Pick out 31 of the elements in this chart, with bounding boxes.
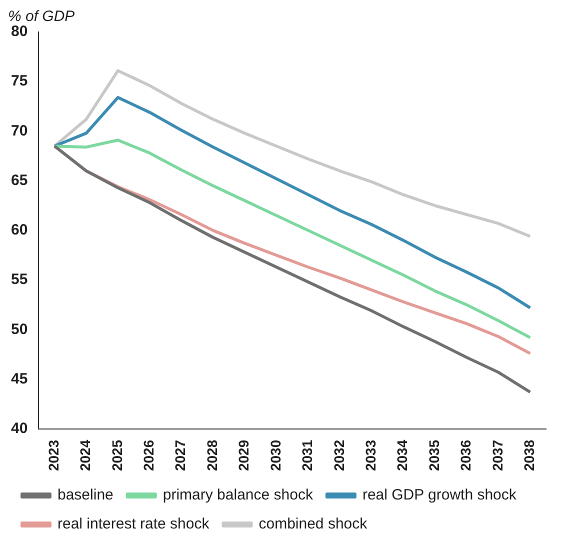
x-tick-label: 2036	[458, 440, 474, 472]
y-tick-label: 75	[10, 72, 28, 90]
x-tick-label: 2027	[172, 440, 188, 472]
legend-label: primary balance shock	[162, 486, 314, 504]
x-tick-label: 2031	[299, 440, 316, 472]
x-tick-label: 2029	[236, 440, 252, 472]
x-tick-label: 2037	[489, 440, 506, 472]
x-tick-label: 2024	[77, 440, 94, 472]
x-tick-label: 2028	[204, 440, 220, 472]
x-tick-label: 2035	[426, 440, 442, 472]
x-tick-label: 2026	[140, 440, 157, 472]
legend-label: baseline	[58, 486, 114, 504]
x-tick-label: 2034	[394, 440, 410, 472]
legend-label: real interest rate shock	[58, 516, 210, 533]
x-tick-label: 2025	[108, 440, 125, 472]
y-tick-label: 80	[10, 23, 28, 40]
y-tick-label: 55	[10, 271, 28, 288]
y-tick-label: 45	[10, 370, 28, 388]
x-tick-label: 2023	[45, 440, 62, 472]
x-tick-label: 2038	[521, 440, 538, 472]
y-tick-label: 65	[10, 172, 28, 189]
x-tick-label: 2033	[362, 440, 378, 472]
legend-label: real GDP growth shock	[362, 486, 517, 504]
x-tick-label: 2030	[267, 440, 284, 472]
chart-title: % of GDP	[8, 8, 75, 26]
legend-label: combined shock	[258, 516, 368, 533]
y-tick-label: 50	[10, 320, 28, 338]
y-tick-label: 40	[10, 420, 28, 437]
x-tick-label: 2032	[330, 440, 347, 472]
y-tick-label: 60	[10, 222, 28, 239]
y-tick-label: 70	[10, 122, 28, 140]
